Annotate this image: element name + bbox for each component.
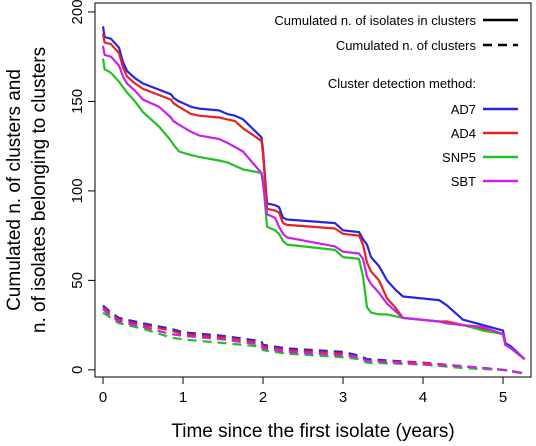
x-tick-label: 4 [419, 389, 427, 406]
series-line-sbt [101, 45, 526, 360]
legend-label-clusters: Cumulated n. of clusters [336, 38, 477, 53]
y-axis: 0 50 100 150 200 [69, 0, 96, 374]
x-tick-label: 2 [259, 389, 267, 406]
series-line-sbt-clusters [102, 308, 525, 375]
series-line-snp5-clusters [102, 311, 525, 375]
x-tick-label: 5 [499, 389, 507, 406]
legend-label-ad7: AD7 [451, 102, 476, 117]
x-tick-label: 3 [339, 389, 347, 406]
y-tick-label: 0 [69, 366, 86, 374]
x-tick-label: 0 [99, 389, 107, 406]
y-axis-title-line2: n. of isolates belonging to clusters [29, 47, 50, 333]
y-tick-label: 50 [69, 272, 86, 289]
y-tick-label: 150 [69, 89, 86, 114]
series-line-ad7-clusters [102, 304, 525, 375]
x-axis-title: Time since the first isolate (years) [171, 421, 454, 442]
legend-method-title: Cluster detection method: [328, 76, 476, 91]
legend-label-snp5: SNP5 [442, 150, 476, 165]
legend-label-ad4: AD4 [451, 126, 476, 141]
series-layer [101, 26, 526, 375]
legend-label-isolates: Cumulated n. of isolates in clusters [274, 13, 476, 28]
x-axis: 0 1 2 3 4 5 [99, 376, 507, 406]
y-axis-title-line1: Cumulated n. of clusters and [4, 69, 25, 311]
legend-label-sbt: SBT [451, 174, 476, 189]
y-tick-label: 200 [69, 0, 86, 24]
y-tick-label: 100 [69, 178, 86, 203]
legend: Cumulated n. of isolates in clusters Cum… [274, 13, 518, 189]
x-tick-label: 1 [179, 389, 187, 406]
series-line-ad7 [101, 26, 526, 360]
